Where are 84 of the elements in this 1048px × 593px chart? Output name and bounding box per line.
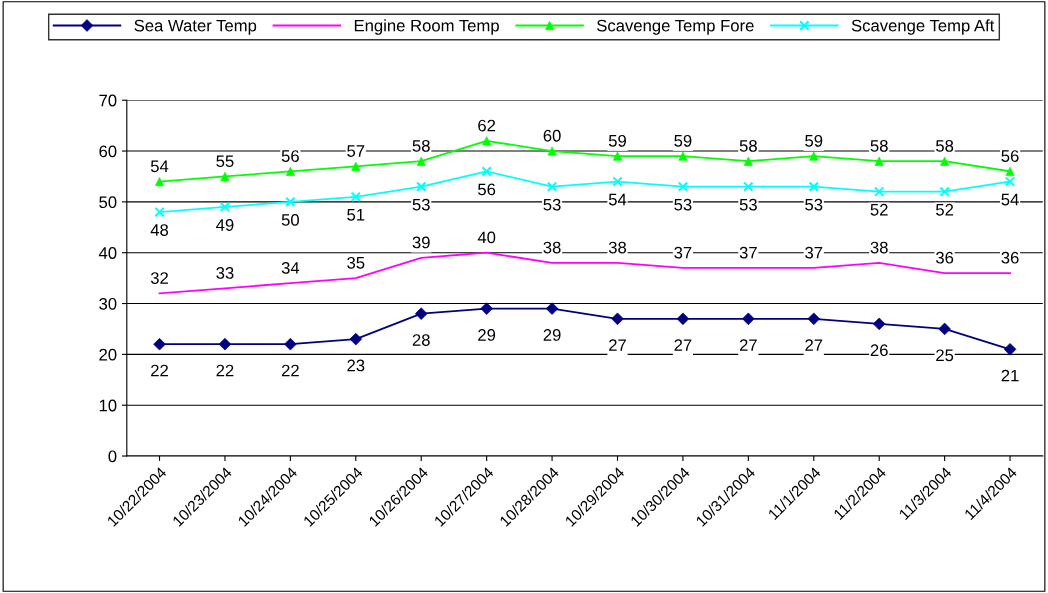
point [677, 181, 689, 192]
point [939, 186, 950, 197]
data-label: 58 [412, 139, 430, 152]
data-label: 21 [1001, 369, 1019, 382]
data-label: 37 [674, 246, 692, 259]
data-label: 52 [870, 203, 888, 216]
data-label: 58 [936, 139, 954, 152]
data-label: 25 [936, 349, 954, 362]
y-tick-label: 40 [98, 247, 117, 259]
data-label: 53 [543, 198, 561, 211]
data-label: 22 [281, 364, 299, 377]
point [1004, 176, 1016, 187]
point [220, 171, 230, 181]
point [743, 181, 754, 192]
y-tick-label: 30 [99, 297, 117, 310]
data-label: 59 [608, 134, 626, 147]
data-label: 56 [281, 150, 299, 162]
data-label: 35 [347, 256, 365, 269]
y-tick-label: 70 [99, 94, 117, 107]
point [612, 176, 623, 187]
data-label: 29 [543, 329, 561, 341]
point [285, 196, 296, 208]
data-label: 39 [412, 236, 430, 249]
data-label: 37 [739, 246, 757, 259]
data-label: 36 [1001, 251, 1019, 264]
data-label: 58 [739, 139, 757, 152]
point [808, 181, 819, 192]
y-tick-label: 10 [99, 399, 117, 412]
data-label: 26 [870, 344, 888, 357]
data-label: 38 [608, 241, 627, 254]
legend-label: Sea Water Temp [134, 19, 257, 35]
point [155, 177, 165, 187]
data-label: 59 [674, 134, 692, 147]
data-label: 50 [281, 213, 299, 226]
data-label: 55 [216, 155, 234, 168]
point [481, 166, 492, 177]
data-label: 22 [151, 364, 168, 377]
point [154, 206, 165, 218]
data-label: 54 [1001, 193, 1019, 206]
data-label: 32 [150, 272, 168, 284]
legend-label: Engine Room Temp [354, 19, 499, 35]
data-label: 29 [478, 329, 496, 341]
point [219, 201, 231, 213]
data-label: 53 [674, 198, 692, 211]
data-label: 38 [870, 241, 888, 254]
data-label: 58 [870, 139, 888, 152]
data-label: 59 [805, 134, 823, 147]
legend-label: Scavenge Temp Aft [851, 19, 995, 35]
data-label: 27 [609, 339, 626, 351]
point [546, 181, 558, 192]
point [873, 186, 885, 197]
data-label: 37 [805, 246, 823, 259]
data-label: 52 [936, 203, 954, 216]
data-label: 62 [478, 119, 496, 132]
legend-label: Scavenge Temp Fore [597, 19, 754, 35]
data-label: 53 [805, 198, 823, 211]
data-label: 23 [347, 359, 365, 372]
data-label: 36 [935, 251, 954, 264]
data-label: 27 [739, 339, 757, 351]
data-label: 54 [608, 193, 627, 206]
data-label: 40 [477, 231, 496, 244]
data-label: 53 [739, 198, 757, 211]
y-tick-label: 60 [99, 145, 117, 158]
data-label: 48 [150, 224, 169, 236]
data-label: 49 [216, 219, 234, 231]
data-label: 33 [216, 267, 234, 279]
data-label: 27 [805, 339, 823, 351]
y-tick-label: 20 [99, 348, 117, 361]
data-label: 57 [347, 145, 365, 157]
point [416, 181, 427, 192]
data-label: 22 [216, 364, 234, 377]
data-label: 53 [412, 198, 430, 211]
data-label: 56 [478, 183, 496, 196]
data-label: 27 [674, 339, 692, 351]
data-label: 38 [543, 241, 561, 254]
data-label: 34 [281, 261, 300, 274]
data-label: 56 [1001, 150, 1019, 162]
data-label: 51 [347, 209, 365, 221]
point [350, 191, 361, 202]
data-label: 60 [543, 129, 561, 142]
data-label: 28 [412, 334, 430, 346]
y-tick-label: 50 [99, 196, 117, 209]
y-tick-label: 0 [108, 450, 117, 463]
data-label: 54 [150, 160, 169, 173]
